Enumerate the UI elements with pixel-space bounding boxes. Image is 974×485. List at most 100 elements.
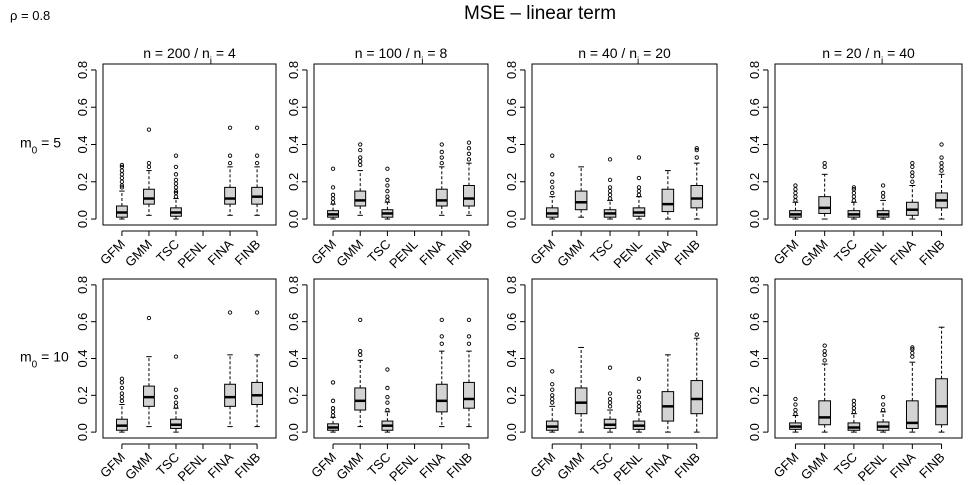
y-tick-label: 0.2 bbox=[747, 386, 762, 404]
box-penl bbox=[876, 394, 890, 433]
box-gmm bbox=[354, 317, 367, 428]
box-tsc bbox=[381, 166, 394, 220]
box-gfm bbox=[545, 153, 559, 220]
outlier-point bbox=[910, 170, 915, 175]
outlier-point bbox=[466, 157, 472, 162]
outlier-point bbox=[227, 160, 233, 166]
outlier-point bbox=[607, 404, 613, 409]
x-tick-label: GFM bbox=[527, 237, 558, 268]
x-tick-label: GMM bbox=[554, 237, 587, 270]
outlier-point bbox=[466, 140, 472, 145]
y-tick-label: 0.6 bbox=[286, 313, 301, 331]
box-gfm bbox=[116, 162, 128, 220]
iqr-box bbox=[224, 383, 236, 407]
y-tick-label: 0.6 bbox=[75, 313, 90, 331]
x-tick-label: GFM bbox=[97, 450, 128, 481]
outlier-point bbox=[119, 391, 125, 396]
outlier-point bbox=[550, 400, 555, 405]
box-tsc bbox=[170, 354, 182, 433]
x-tick-label: GMM bbox=[333, 237, 366, 270]
y-tick-label: 0.4 bbox=[747, 349, 762, 367]
y-tick-label: 0.8 bbox=[747, 61, 762, 79]
rho-label: ρ = 0.8 bbox=[10, 8, 50, 23]
outlier-point bbox=[358, 317, 363, 323]
y-tick-label: 0.0 bbox=[747, 210, 762, 228]
y-tick-label: 0.4 bbox=[504, 135, 519, 153]
panel-title-base: n = 100 / n bbox=[355, 45, 422, 61]
x-tick-label: GMM bbox=[122, 450, 155, 483]
outlier-point bbox=[636, 188, 642, 194]
outlier-point bbox=[330, 413, 336, 418]
plot-frame bbox=[102, 63, 277, 226]
box-fina bbox=[435, 142, 448, 216]
figure-title: MSE – linear term bbox=[464, 3, 616, 24]
outlier-point bbox=[636, 175, 642, 181]
x-tick-label: GMM bbox=[798, 237, 831, 270]
outlier-point bbox=[851, 409, 857, 415]
outlier-point bbox=[439, 155, 444, 160]
box-finb bbox=[935, 326, 948, 433]
outlier-point bbox=[173, 181, 179, 186]
plot-frame bbox=[313, 278, 489, 439]
iqr-box bbox=[143, 188, 155, 205]
y-tick-label: 0.6 bbox=[747, 313, 762, 331]
x-tick-label: GFM bbox=[308, 450, 339, 481]
outlier-point bbox=[851, 190, 857, 196]
x-tick-label: FINA bbox=[205, 449, 237, 481]
row-label-1: m0 = 5 bbox=[20, 135, 61, 157]
panel-title-sub: i bbox=[637, 56, 639, 67]
box-gfm bbox=[545, 369, 559, 433]
y-tick-label: 0.0 bbox=[286, 423, 301, 441]
outlier-point bbox=[636, 192, 642, 197]
plot-frame bbox=[774, 278, 963, 439]
box-finb bbox=[690, 332, 704, 433]
outlier-point bbox=[254, 125, 260, 130]
outlier-point bbox=[466, 317, 472, 323]
outlier-point bbox=[880, 190, 886, 196]
y-tick-label: 0.0 bbox=[75, 210, 90, 228]
box-gmm bbox=[574, 166, 588, 218]
outlier-point bbox=[119, 172, 125, 177]
outlier-point bbox=[793, 402, 798, 407]
box-fina bbox=[905, 345, 919, 433]
outlier-point bbox=[822, 160, 827, 166]
outlier-point bbox=[330, 380, 336, 385]
outlier-point bbox=[939, 168, 944, 173]
outlier-point bbox=[880, 183, 886, 188]
box-fina bbox=[224, 310, 236, 428]
iqr-box bbox=[818, 400, 832, 426]
outlier-point bbox=[910, 347, 915, 352]
outlier-point bbox=[173, 153, 179, 158]
iqr-box bbox=[251, 381, 263, 406]
y-tick-label: 0.0 bbox=[504, 423, 519, 441]
panel-grid: m0 = 5m0 = 100.00.20.40.60.8GFMGMMTSCPEN… bbox=[20, 45, 963, 484]
box-fina bbox=[224, 125, 236, 216]
outlier-point bbox=[173, 194, 179, 199]
panel-title-tail: = 8 bbox=[424, 45, 448, 61]
y-tick-label: 0.0 bbox=[747, 423, 762, 441]
outlier-point bbox=[793, 183, 798, 188]
outlier-point bbox=[550, 382, 555, 387]
y-tick-label: 0.2 bbox=[504, 386, 519, 404]
outlier-point bbox=[466, 334, 472, 339]
box-finb bbox=[935, 142, 948, 220]
outlier-point bbox=[173, 185, 179, 190]
iqr-box bbox=[435, 188, 448, 207]
panel-title: n = 20 / ni = 40 bbox=[822, 45, 915, 67]
x-tick-label: FINA bbox=[416, 449, 448, 481]
panel-title-base: n = 200 / n bbox=[143, 45, 210, 61]
iqr-box bbox=[818, 196, 832, 214]
box-finb bbox=[251, 310, 263, 428]
x-tick-label: GFM bbox=[97, 237, 128, 268]
outlier-point bbox=[385, 394, 390, 400]
outlier-point bbox=[636, 155, 642, 160]
iqr-box bbox=[690, 184, 704, 209]
x-tick-label: FINB bbox=[916, 237, 948, 269]
y-tick-label: 0.0 bbox=[286, 210, 301, 228]
outlier-point bbox=[636, 404, 642, 409]
row-label-2-tail: = 10 bbox=[37, 349, 69, 365]
